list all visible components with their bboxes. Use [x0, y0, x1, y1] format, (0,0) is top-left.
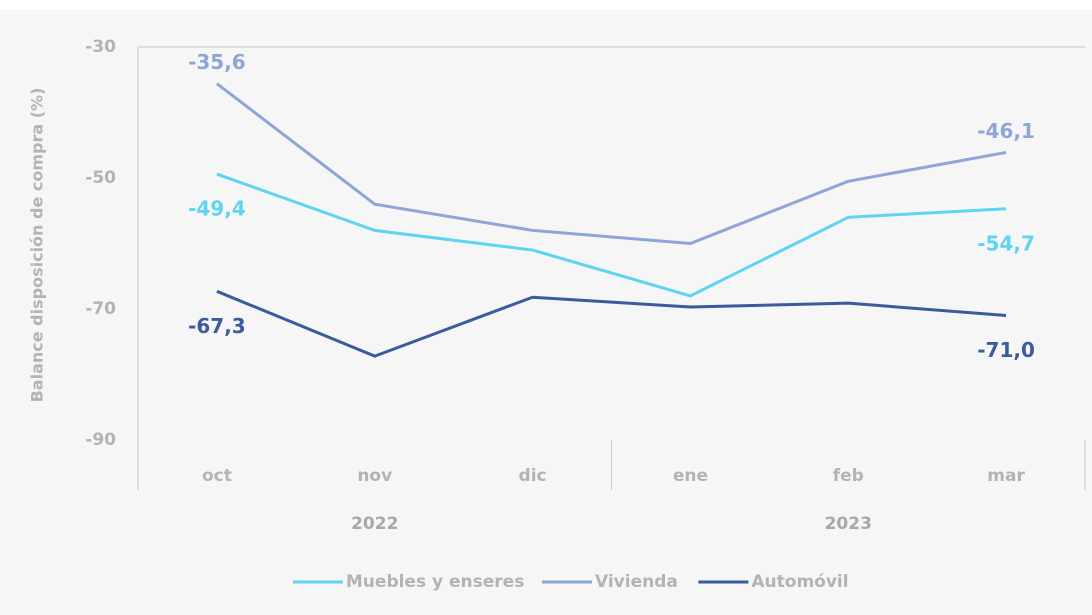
data-label: -54,7 [977, 231, 1035, 255]
year-label: 2022 [351, 514, 398, 534]
legend-label: Automóvil [751, 572, 848, 592]
legend-label: Vivienda [595, 572, 678, 592]
x-tick-label: oct [202, 466, 232, 486]
x-tick-label: mar [987, 466, 1025, 486]
data-label: -46,1 [977, 119, 1035, 143]
y-tick-label: -30 [85, 37, 116, 57]
x-tick-label: dic [519, 466, 547, 486]
series-line [216, 172, 1007, 298]
y-tick-label: -50 [85, 168, 116, 188]
data-label: -71,0 [977, 338, 1035, 362]
series-line [216, 82, 1007, 246]
background [0, 10, 1092, 615]
data-label: -67,3 [188, 314, 246, 338]
legend-label: Muebles y enseres [346, 572, 524, 592]
y-tick-label: -70 [85, 299, 116, 319]
data-label: -35,6 [188, 50, 246, 74]
x-tick-label: nov [357, 466, 392, 486]
year-label: 2023 [825, 514, 872, 534]
y-tick-label: -90 [85, 430, 116, 450]
data-label: -49,4 [188, 197, 246, 221]
y-axis-label: Balance disposición de compra (%) [28, 88, 47, 403]
x-tick-label: ene [673, 466, 708, 486]
x-tick-label: feb [833, 466, 864, 486]
series-line [216, 289, 1007, 358]
